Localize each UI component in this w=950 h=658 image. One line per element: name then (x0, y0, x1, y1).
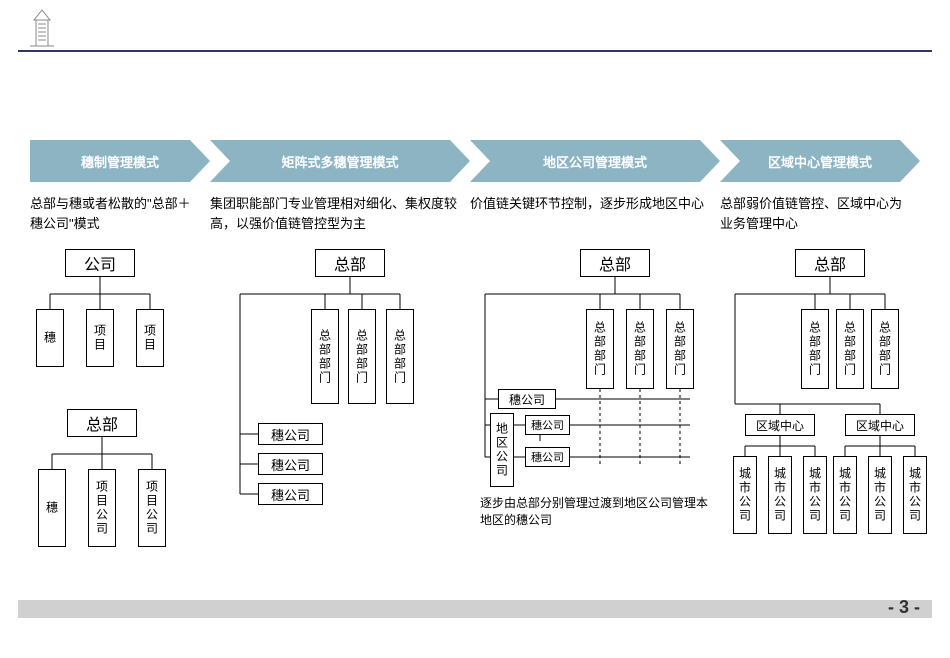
diagram-col-4: 总部 总部部门 总部部门 总部部门 区域中心 区域中心 城市公司 城市公司 城市… (720, 249, 920, 569)
c4-root: 总部 (795, 249, 865, 277)
footer-bar (18, 600, 932, 618)
arrow-1: 穗制管理模式 (30, 140, 210, 182)
desc-1: 总部与穗或者松散的"总部＋穗公司"模式 (30, 194, 210, 233)
c1-top-child-1: 穗 (36, 309, 64, 367)
desc-2: 集团职能部门专业管理相对细化、集权度较高，以强价值链管控型为主 (210, 194, 470, 233)
page-number: - 3 - (888, 597, 920, 618)
c1-bot-root: 总部 (67, 409, 137, 437)
c2-sub-2: 穗公司 (258, 453, 323, 475)
c4-city-4: 城市公司 (833, 456, 857, 534)
diagram-col-2: 总部 总部部门 总部部门 总部部门 穗公司 穗公司 穗公司 (210, 249, 470, 569)
c1-top-child-3: 项目 (136, 309, 164, 367)
c1-bot-child-1: 穗 (38, 469, 66, 547)
c4-city-1: 城市公司 (733, 456, 757, 534)
c1-bot-child-2: 项目公司 (88, 469, 116, 547)
arrow-4-label: 区域中心管理模式 (768, 152, 872, 171)
diagram-col-3: 总部 总部部门 总部部门 总部部门 穗公司 地区公司 穗公司 穗公司 逐步由总部… (470, 249, 720, 569)
arrow-3-label: 地区公司管理模式 (543, 152, 647, 171)
diagram-col-1: 公司 穗 项目 项目 总部 穗 项目公司 项目公司 (30, 249, 210, 569)
c4-region-1: 区域中心 (745, 414, 815, 436)
c4-dept-1: 总部部门 (801, 309, 829, 389)
c4-city-5: 城市公司 (868, 456, 892, 534)
c4-dept-2: 总部部门 (836, 309, 864, 389)
c3-dept-3: 总部部门 (666, 309, 694, 389)
c1-top-root: 公司 (65, 249, 135, 277)
header-divider (18, 50, 932, 52)
arrow-2: 矩阵式多穗管理模式 (210, 140, 470, 182)
c4-city-3: 城市公司 (803, 456, 827, 534)
c4-city-6: 城市公司 (903, 456, 927, 534)
c1-top-child-2: 项目 (86, 309, 114, 367)
c2-sub-3: 穗公司 (258, 483, 323, 505)
diagrams: 公司 穗 项目 项目 总部 穗 项目公司 项目公司 总部 总部部门 总部部门 总… (30, 249, 920, 569)
c3-region: 地区公司 (490, 413, 514, 487)
c3-dept-2: 总部部门 (626, 309, 654, 389)
c4-city-2: 城市公司 (768, 456, 792, 534)
arrow-4: 区域中心管理模式 (720, 140, 920, 182)
c2-dept-3: 总部部门 (386, 309, 414, 404)
descriptions: 总部与穗或者松散的"总部＋穗公司"模式 集团职能部门专业管理相对细化、集权度较高… (30, 194, 920, 233)
logo (22, 8, 62, 53)
c2-sub-1: 穗公司 (258, 423, 323, 445)
arrow-1-label: 穗制管理模式 (81, 152, 159, 171)
c3-dept-1: 总部部门 (586, 309, 614, 389)
c2-root: 总部 (315, 249, 385, 277)
desc-4: 总部弱价值链管控、区域中心为业务管理中心 (720, 194, 920, 233)
c4-region-2: 区域中心 (845, 414, 915, 436)
arrow-3: 地区公司管理模式 (470, 140, 720, 182)
arrow-banner: 穗制管理模式 矩阵式多穗管理模式 地区公司管理模式 区域中心管理模式 (30, 140, 920, 182)
c3-region-child-2: 穗公司 (525, 447, 570, 467)
c3-caption: 逐步由总部分别管理过渡到地区公司管理本地区的穗公司 (480, 495, 710, 529)
c2-dept-1: 总部部门 (311, 309, 339, 404)
c4-dept-3: 总部部门 (871, 309, 899, 389)
desc-3: 价值链关键环节控制，逐步形成地区中心 (470, 194, 720, 233)
c3-root: 总部 (580, 249, 650, 277)
arrow-2-label: 矩阵式多穗管理模式 (281, 152, 398, 171)
c2-dept-2: 总部部门 (348, 309, 376, 404)
c3-region-child-1: 穗公司 (525, 415, 570, 435)
c3-leftsub: 穗公司 (498, 389, 556, 409)
c1-bot-child-3: 项目公司 (138, 469, 166, 547)
